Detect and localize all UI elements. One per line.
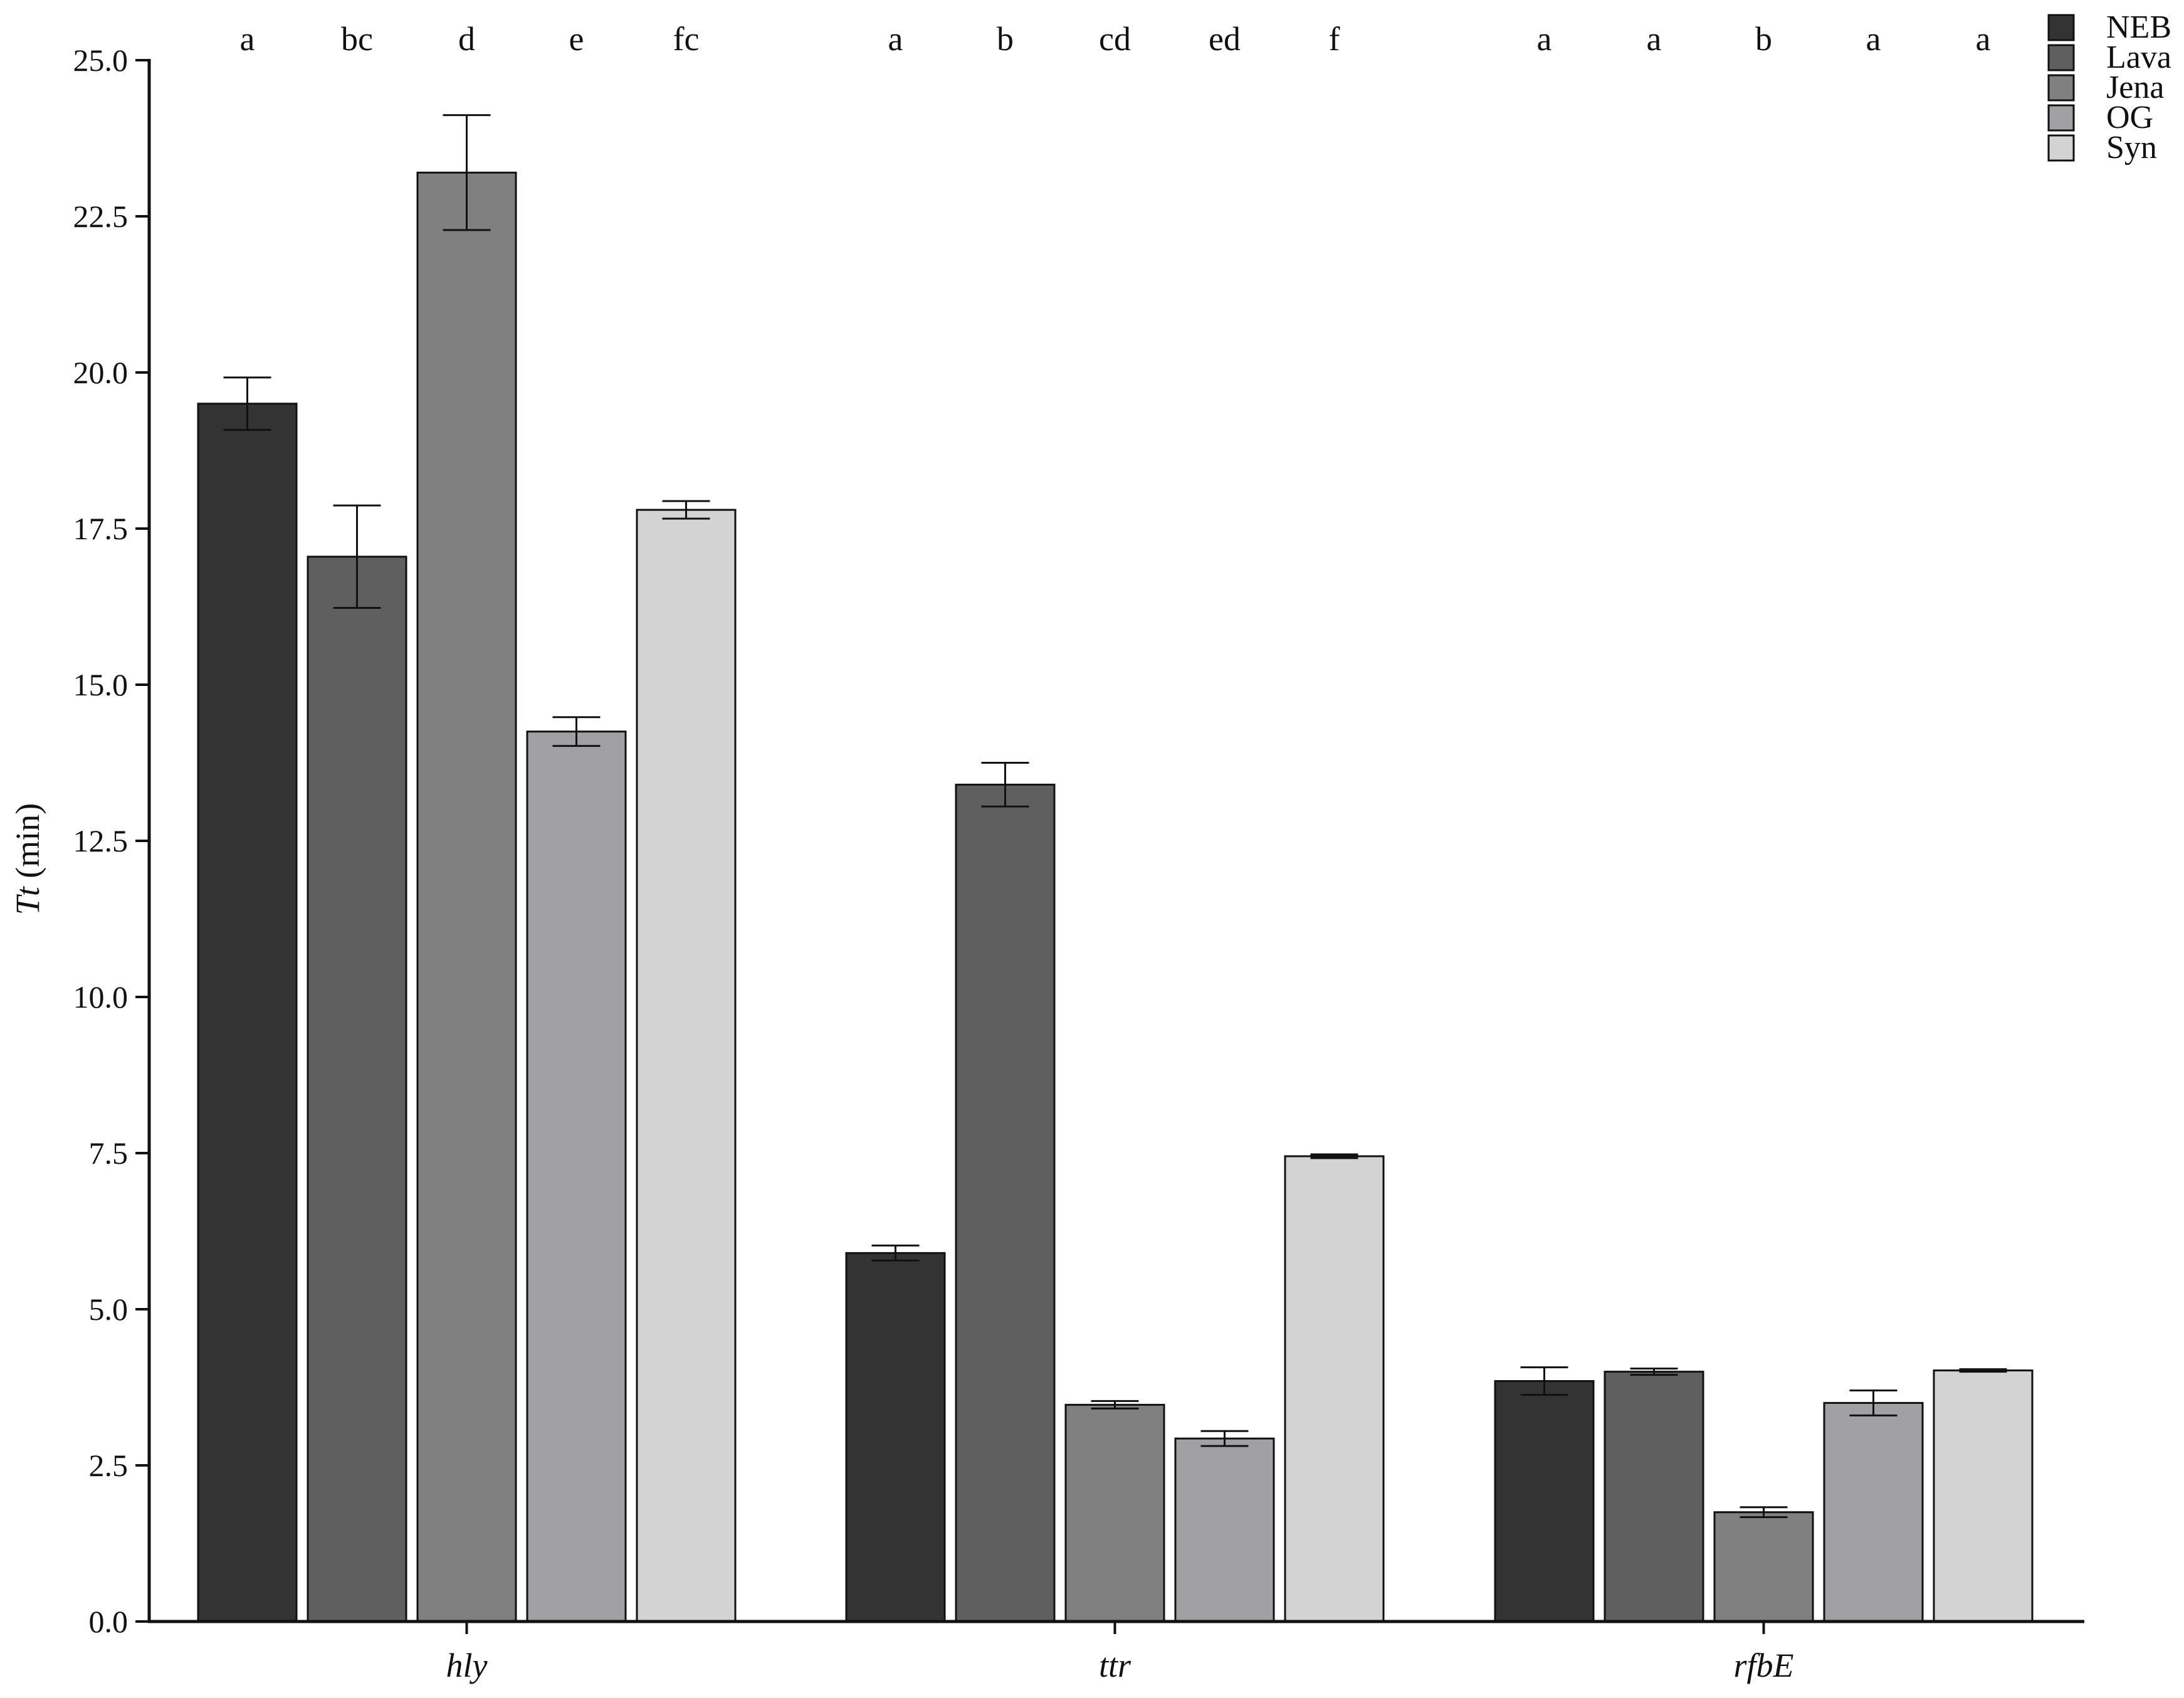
significance-letter-rfbE-NEB: a (1537, 20, 1552, 58)
error-bar-rfbE-OG (1849, 1389, 1898, 1416)
y-axis-label-unit: (min) (9, 803, 46, 887)
significance-letter-hly-NEB: a (240, 20, 255, 58)
y-tick-label: 25.0 (73, 43, 129, 78)
significance-letters-layer: a bc d e fc a b cd ed f a a b a a (240, 20, 1991, 58)
bar-hly-Jena (416, 171, 517, 1623)
y-tick-label: 12.5 (73, 823, 129, 858)
error-bar-rfbE-Lava (1630, 1368, 1678, 1376)
bar-hly-NEB (197, 403, 298, 1623)
error-bar-rfbE-NEB (1520, 1366, 1568, 1396)
y-tick-label: 17.5 (73, 511, 129, 546)
y-tick-label: 10.0 (73, 979, 129, 1015)
bar-ttr-Lava (955, 783, 1056, 1623)
significance-letter-ttr-OG: ed (1209, 20, 1241, 58)
legend-swatch-OG (2047, 104, 2075, 132)
bar-rfbE-Jena (1713, 1511, 1814, 1623)
bar-rfbE-Syn (1933, 1369, 2034, 1623)
y-tick-label: 15.0 (73, 667, 129, 702)
error-bar-ttr-NEB (871, 1244, 920, 1262)
significance-letter-ttr-NEB: a (888, 20, 903, 58)
significance-letter-hly-OG: e (569, 20, 584, 58)
significance-letter-rfbE-Jena: b (1755, 20, 1772, 58)
significance-letter-ttr-Syn: f (1329, 20, 1340, 58)
y-tick-label: 2.5 (89, 1448, 129, 1483)
y-axis-label-symbol: Tt (9, 885, 46, 915)
legend-label-Syn: Syn (2106, 130, 2157, 166)
bar-ttr-Jena (1064, 1403, 1165, 1623)
error-bar-ttr-OG (1200, 1430, 1249, 1447)
significance-letter-hly-Jena: d (458, 20, 475, 58)
bar-rfbE-NEB (1494, 1380, 1595, 1623)
bar-hly-Syn (636, 509, 737, 1623)
significance-letter-ttr-Lava: b (997, 20, 1014, 58)
significance-letter-hly-Syn: fc (673, 20, 700, 58)
error-bar-hly-Lava (333, 504, 381, 609)
bar-ttr-NEB (845, 1252, 946, 1623)
bar-rfbE-Lava (1604, 1371, 1704, 1623)
bar-ttr-OG (1174, 1437, 1275, 1623)
significance-letter-rfbE-Lava: a (1647, 20, 1662, 58)
legend-label-OG: OG (2106, 100, 2153, 135)
bar-rfbE-OG (1823, 1401, 1924, 1623)
error-bar-hly-OG (552, 716, 601, 747)
bar-hly-OG (526, 730, 627, 1623)
legend-label-NEB: NEB (2106, 9, 2171, 45)
error-bar-ttr-Jena (1091, 1400, 1139, 1410)
error-bar-hly-Jena (443, 114, 491, 231)
y-tick-label: 22.5 (73, 199, 129, 234)
legend-label-Lava: Lava (2106, 40, 2171, 75)
error-bar-hly-Syn (662, 500, 710, 520)
y-tick-label: 20.0 (73, 355, 129, 390)
legend-label-Jena: Jena (2106, 70, 2164, 105)
x-tick-label-rfbE: rfbE (1733, 1647, 1793, 1684)
error-bar-ttr-Lava (981, 762, 1029, 808)
error-bar-hly-NEB (223, 376, 271, 431)
y-axis-label: Tt (min) (9, 803, 46, 915)
error-bar-rfbE-Syn (1959, 1368, 2007, 1373)
y-tick-label: 7.5 (89, 1136, 129, 1171)
significance-letter-rfbE-OG: a (1866, 20, 1881, 58)
legend-swatch-Lava (2047, 44, 2075, 71)
bar-hly-Lava (307, 556, 407, 1623)
y-tick-label: 0.0 (89, 1604, 129, 1639)
y-tick-label: 5.0 (89, 1292, 129, 1327)
bar-ttr-Syn (1284, 1155, 1385, 1623)
error-bar-rfbE-Jena (1740, 1506, 1788, 1519)
legend-swatch-Jena (2047, 74, 2075, 102)
significance-letter-rfbE-Syn: a (1976, 20, 1991, 58)
legend-swatch-NEB (2047, 14, 2075, 41)
significance-letter-hly-Lava: bc (341, 20, 373, 58)
error-bar-ttr-Syn (1310, 1153, 1358, 1159)
x-tick-label-hly: hly (446, 1647, 488, 1684)
error-bars-layer (223, 114, 2007, 1519)
legend-swatch-Syn (2047, 134, 2075, 162)
x-tick-label-ttr: ttr (1099, 1647, 1131, 1684)
significance-letter-ttr-Jena: cd (1099, 20, 1131, 58)
axes-layer: hly ttr rfbE 0.0 2.5 5.0 7.5 10.0 12.5 15.0 17.5 20… (73, 43, 2084, 1684)
